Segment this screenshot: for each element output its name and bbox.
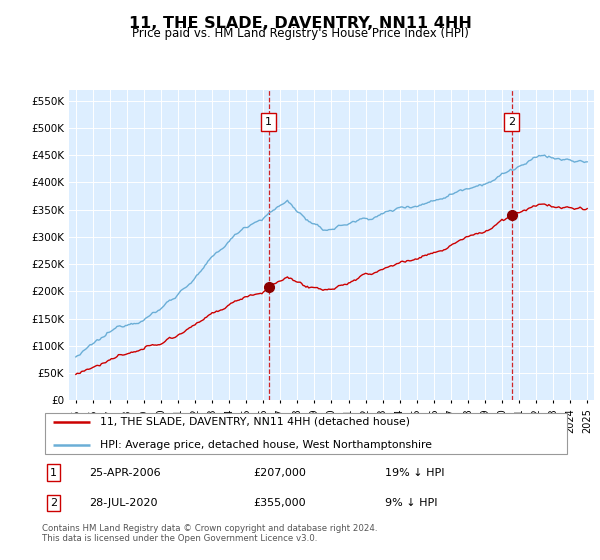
Text: Contains HM Land Registry data © Crown copyright and database right 2024.
This d: Contains HM Land Registry data © Crown c…	[42, 524, 377, 543]
Text: 11, THE SLADE, DAVENTRY, NN11 4HH: 11, THE SLADE, DAVENTRY, NN11 4HH	[128, 16, 472, 31]
Text: 28-JUL-2020: 28-JUL-2020	[89, 498, 158, 508]
FancyBboxPatch shape	[44, 413, 568, 454]
Text: £207,000: £207,000	[253, 468, 306, 478]
Text: 25-APR-2006: 25-APR-2006	[89, 468, 161, 478]
Text: 1: 1	[265, 117, 272, 127]
Text: HPI: Average price, detached house, West Northamptonshire: HPI: Average price, detached house, West…	[100, 440, 432, 450]
Text: Price paid vs. HM Land Registry's House Price Index (HPI): Price paid vs. HM Land Registry's House …	[131, 27, 469, 40]
Text: 2: 2	[50, 498, 57, 508]
Text: 19% ↓ HPI: 19% ↓ HPI	[385, 468, 445, 478]
Text: 11, THE SLADE, DAVENTRY, NN11 4HH (detached house): 11, THE SLADE, DAVENTRY, NN11 4HH (detac…	[100, 417, 410, 427]
Text: 1: 1	[50, 468, 57, 478]
Text: 9% ↓ HPI: 9% ↓ HPI	[385, 498, 438, 508]
Text: £355,000: £355,000	[253, 498, 306, 508]
Text: 2: 2	[508, 117, 515, 127]
